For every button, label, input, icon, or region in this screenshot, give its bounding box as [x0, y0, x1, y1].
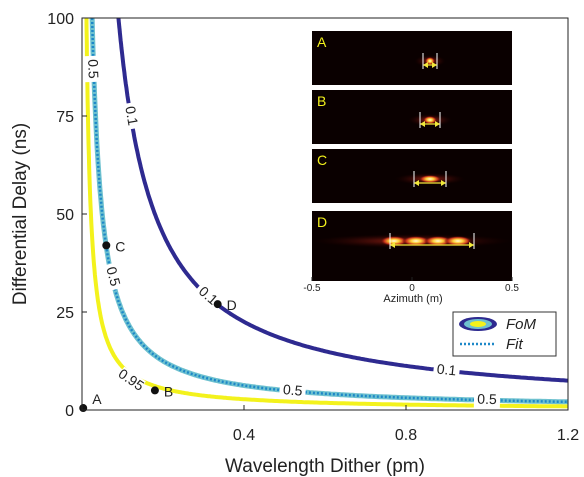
inset-panel-a: A: [312, 31, 512, 85]
x-tick-label: 1.2: [557, 427, 579, 444]
inset-x-tick-label: 0.5: [505, 283, 519, 294]
point-label-c: C: [115, 238, 125, 254]
contour-label-bg: [83, 55, 101, 83]
contour-label-bg: [432, 361, 461, 381]
inset-panel-d: D: [312, 211, 512, 281]
contour-line-0-5: [89, 17, 568, 405]
inset-x-tick-label: -0.5: [303, 283, 321, 294]
inset-azimuth-panels: A B C D -0.5 0 0.5 Azimuth (m): [303, 27, 519, 305]
inset-panel-b: B: [312, 90, 512, 144]
point-label-d: D: [227, 297, 237, 313]
x-tick-label: 0.8: [395, 427, 417, 444]
contour-label-bg: [115, 366, 146, 395]
contour-label-bg: [101, 262, 124, 292]
point-a: [79, 404, 88, 413]
legend-entry-fit: Fit: [506, 336, 523, 353]
contour-label: 0.5: [477, 391, 497, 407]
y-tick-label: 0: [65, 403, 74, 420]
point-b: [150, 386, 159, 395]
contour-line-0-95: [84, 18, 568, 409]
axes: 0.4 0.8 1.2 0 25 50 75 100 Wavelength Dither (…: [10, 11, 579, 477]
contour-label-bg: [278, 382, 307, 401]
y-tick-label: 75: [56, 109, 74, 126]
x-axis-ticks: 0.4 0.8 1.2: [233, 405, 579, 444]
inset-panel-label-d: D: [317, 214, 327, 230]
legend: FoM Fit: [452, 311, 557, 357]
contour-label-bg: [473, 391, 501, 409]
inset-x-ticks: -0.5 0 0.5: [303, 277, 519, 294]
contour-label: 0.1: [122, 105, 141, 127]
contour-label-bg: [120, 101, 141, 131]
legend-fom-swatch: [459, 317, 497, 331]
marked-points: A B C D: [79, 238, 237, 413]
inset-x-axis-label: Azimuth (m): [383, 293, 442, 305]
x-tick-label: 0.4: [233, 427, 255, 444]
inset-panel-label-c: C: [317, 152, 327, 168]
inset-panel-c: C: [312, 149, 512, 203]
y-tick-label: 100: [47, 11, 74, 28]
legend-entry-fom: FoM: [506, 316, 537, 333]
contour-label: 0.1: [436, 361, 457, 379]
inset-panel-label-b: B: [317, 93, 326, 109]
contour-label: 0.5: [85, 59, 102, 79]
inset-panel-label-a: A: [317, 34, 327, 50]
point-d: [213, 300, 222, 309]
x-axis-label: Wavelength Dither (pm): [225, 456, 425, 477]
point-c: [102, 241, 111, 250]
point-label-b: B: [164, 383, 173, 399]
y-axis-ticks: 0 25 50 75 100: [47, 11, 87, 420]
inset-x-tick-label: 0: [409, 283, 415, 294]
contour-label: 0.5: [103, 265, 123, 288]
contour-label: 0.5: [282, 381, 303, 399]
y-tick-label: 25: [56, 305, 74, 322]
y-tick-label: 50: [56, 207, 74, 224]
point-label-a: A: [92, 391, 102, 407]
y-axis-label: Differential Delay (ns): [10, 123, 31, 305]
